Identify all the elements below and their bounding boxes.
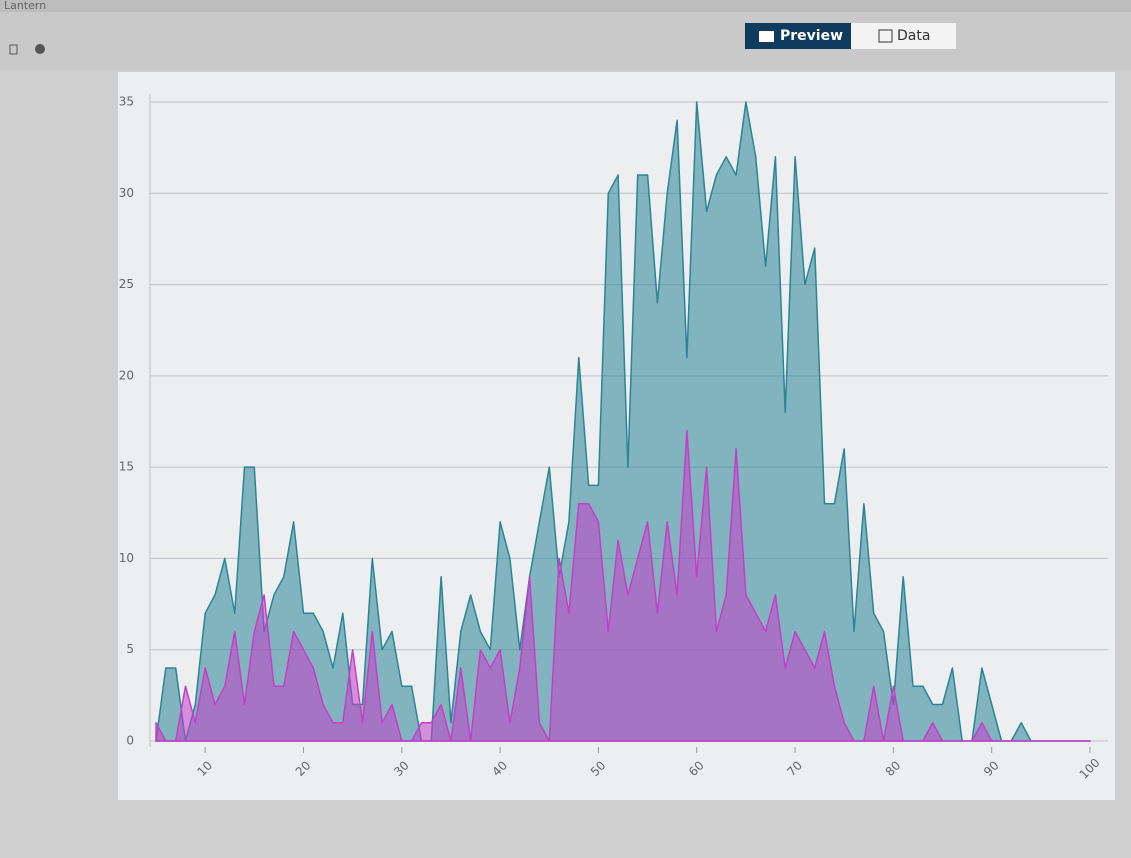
settings-icon[interactable]: [35, 44, 45, 54]
y-tick-label: 10: [119, 551, 134, 565]
y-tick-label: 35: [119, 95, 134, 109]
y-tick-label: 30: [119, 186, 134, 200]
chart-icon: [759, 31, 774, 42]
data-label[interactable]: Data: [897, 28, 930, 44]
preview-label[interactable]: Preview: [780, 28, 843, 44]
tab[interactable]: Lantern: [4, 0, 46, 12]
y-tick-label: 0: [126, 734, 134, 748]
screen: Lantern Preview Data 0510152025303510203…: [0, 0, 1131, 854]
y-tick-label: 15: [119, 460, 134, 474]
tab-bar: [0, 0, 1131, 12]
y-tick-label: 5: [126, 642, 134, 656]
y-tick-label: 20: [119, 368, 134, 382]
page: Lantern Preview Data 0510152025303510203…: [0, 0, 1131, 854]
y-tick-label: 25: [119, 277, 134, 291]
